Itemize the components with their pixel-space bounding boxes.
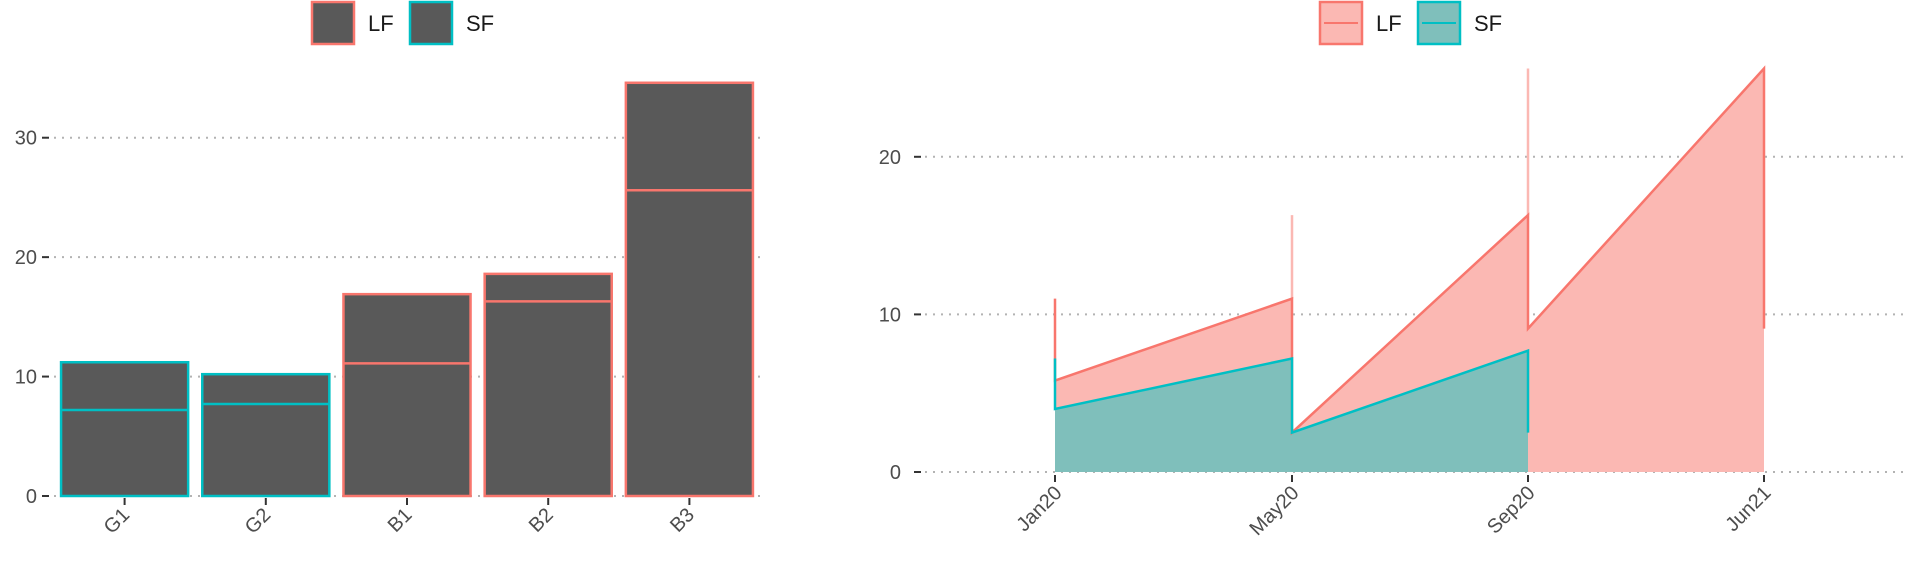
area-x-tick-label: Jun21 [1721, 482, 1775, 536]
bar-x-tick-label: B1 [384, 504, 417, 537]
bar-B1 [342, 292, 472, 498]
area-y-tick-label: 20 [879, 147, 901, 169]
lf-area-segment [1528, 68, 1764, 472]
bar-B2 [483, 272, 613, 498]
bar-G1 [59, 360, 190, 498]
sf-line [1053, 348, 1530, 435]
area-x-tick-label: Jan20 [1012, 482, 1066, 536]
area-x-tick-label: Sep20 [1483, 482, 1539, 538]
bar-x-tick-label: B2 [525, 504, 558, 537]
bar-x-tick-label: G1 [100, 504, 134, 538]
legend-label-sf: SF [1474, 11, 1502, 36]
area-chart: 0 10 20 Jan20 May20 Sep20 Jun21 LF SF [879, 0, 1908, 540]
sf-area-segment [1292, 350, 1528, 472]
legend-label-sf: SF [466, 11, 494, 36]
legend-key-lf [310, 0, 356, 46]
bar-y-tick-label: 10 [15, 367, 37, 389]
bar-chart: 0 10 20 30 G1 G2 B1 B2 B3 LF SF [15, 0, 760, 538]
bar-y-tick-label: 0 [26, 486, 37, 508]
area-x-tick-label: May20 [1246, 482, 1304, 540]
legend-key-sf [408, 0, 454, 46]
legend-label-lf: LF [1376, 11, 1402, 36]
legend-label-lf: LF [368, 11, 394, 36]
bar-y-tick-label: 20 [15, 247, 37, 269]
bar-B3 [624, 81, 755, 498]
bar-x-tick-label: B3 [666, 504, 699, 537]
area-y-tick-label: 10 [879, 304, 901, 326]
sf-area-segment [1055, 358, 1292, 472]
bar-y-tick-label: 30 [15, 128, 37, 150]
bar-G2 [201, 372, 331, 498]
lf-line [1053, 65, 1766, 436]
area-y-tick-label: 0 [890, 462, 901, 484]
bar-x-tick-label: G2 [241, 504, 275, 538]
